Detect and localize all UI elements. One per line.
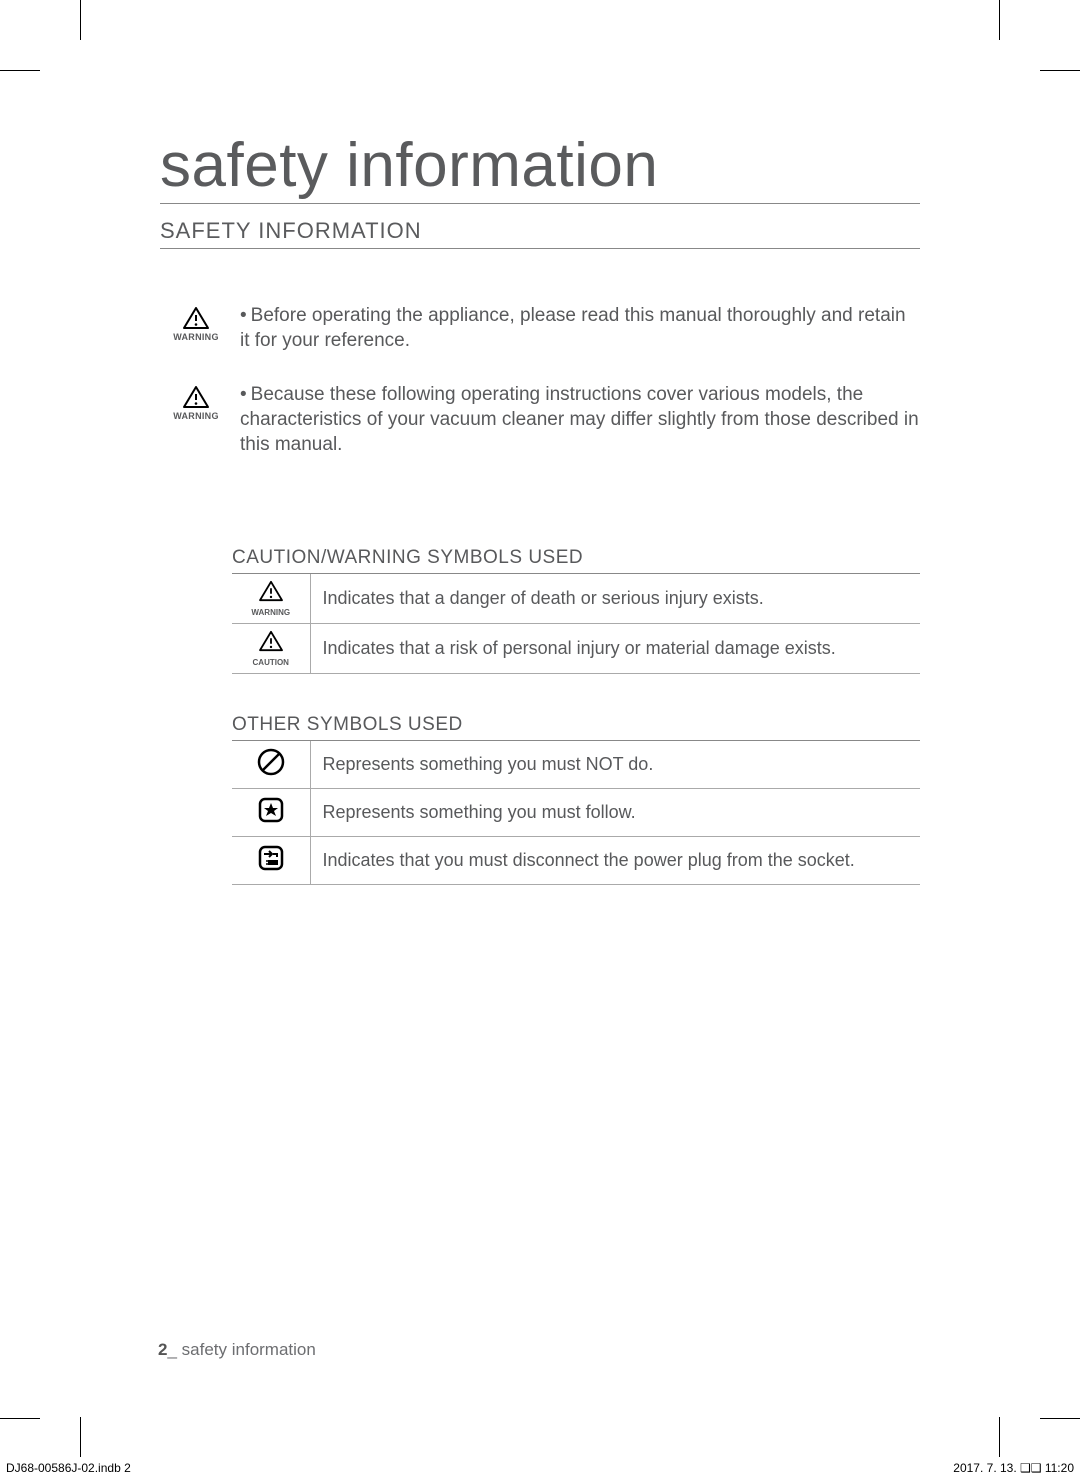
print-timestamp: 2017. 7. 13. ❑❑ 11:20 (953, 1461, 1074, 1475)
warning-label: WARNING (173, 332, 219, 342)
caution-symbol-icon: CAUTION (232, 624, 310, 674)
table-row: CAUTION Indicates that a risk of persona… (232, 624, 920, 674)
table-row: Represents something you must follow. (232, 789, 920, 837)
section-heading-caution: CAUTION/WARNING SYMBOLS USED (232, 547, 920, 574)
caution-warning-table: WARNING Indicates that a danger of death… (232, 574, 920, 674)
prohibition-icon (232, 741, 310, 789)
warning-icon: WARNING (160, 383, 232, 421)
symbol-desc: Represents something you must NOT do. (310, 741, 920, 789)
print-footer: DJ68-00586J-02.indb 2 2017. 7. 13. ❑❑ 11… (6, 1461, 1074, 1475)
warning-block: WARNING •Because these following operati… (160, 383, 920, 457)
page-footer: 2_ safety information (158, 1340, 316, 1360)
warning-symbol-icon: WARNING (232, 574, 310, 624)
table-row: Indicates that you must disconnect the p… (232, 837, 920, 885)
warning-label: WARNING (173, 411, 219, 421)
sub-title: SAFETY INFORMATION (160, 218, 920, 249)
table-row: Represents something you must NOT do. (232, 741, 920, 789)
footer-sep: _ (167, 1340, 181, 1359)
warning-body: Because these following operating instru… (240, 384, 919, 454)
section-heading-other: OTHER SYMBOLS USED (232, 714, 920, 741)
print-file-name: DJ68-00586J-02.indb 2 (6, 1461, 131, 1475)
symbol-label: WARNING (236, 608, 306, 617)
warning-block: WARNING •Before operating the appliance,… (160, 304, 920, 353)
warning-body: Before operating the appliance, please r… (240, 305, 906, 351)
other-symbols-table: Represents something you must NOT do. Re… (232, 741, 920, 885)
warning-text: •Because these following operating instr… (232, 383, 920, 457)
must-follow-icon (232, 789, 310, 837)
unplug-icon (232, 837, 310, 885)
symbol-desc: Indicates that you must disconnect the p… (310, 837, 920, 885)
symbol-label: CAUTION (236, 658, 306, 667)
table-row: WARNING Indicates that a danger of death… (232, 574, 920, 624)
warning-text: •Before operating the appliance, please … (232, 304, 920, 353)
symbol-desc: Indicates that a danger of death or seri… (310, 574, 920, 624)
main-title: safety information (160, 130, 920, 204)
content-area: safety information SAFETY INFORMATION WA… (80, 20, 1000, 885)
page: safety information SAFETY INFORMATION WA… (80, 20, 1000, 1420)
symbol-desc: Indicates that a risk of personal injury… (310, 624, 920, 674)
warning-icon: WARNING (160, 304, 232, 342)
symbol-desc: Represents something you must follow. (310, 789, 920, 837)
footer-label: safety information (182, 1340, 316, 1359)
